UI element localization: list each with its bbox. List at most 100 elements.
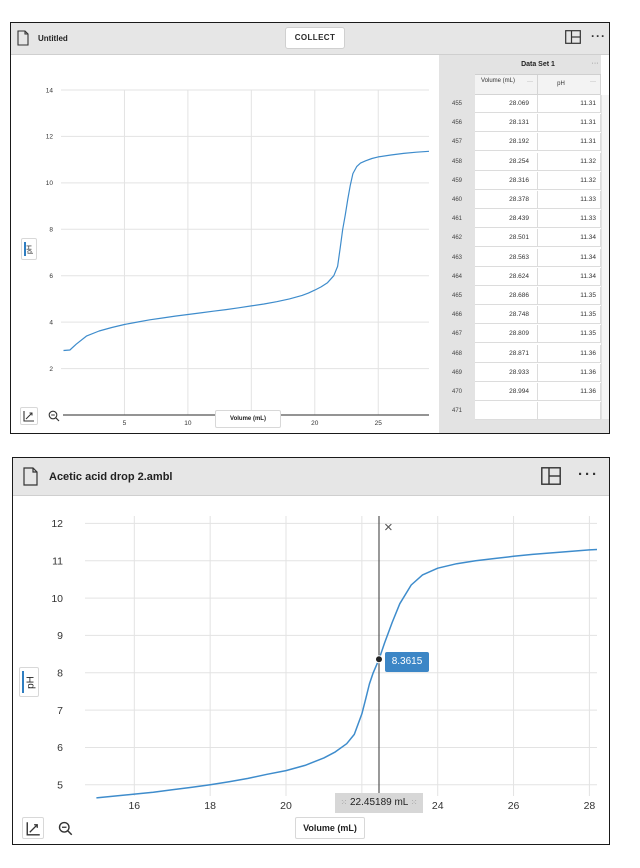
x-tick-label: 24 <box>432 800 444 812</box>
data-series-line <box>96 548 598 799</box>
table-row[interactable]: 455 28.069 11.31 <box>439 95 601 113</box>
more-icon[interactable]: ··· <box>578 466 599 483</box>
drag-handle-icon[interactable]: ⁙ <box>410 798 418 807</box>
data-set-header[interactable]: Data Set 1 <box>475 55 601 75</box>
row-index: 462 <box>451 235 462 242</box>
ph-volume-chart[interactable]: 02468101214510152025 <box>11 55 439 434</box>
ph-cell[interactable]: 11.36 <box>538 344 601 363</box>
x-axis-label-button[interactable]: Volume (mL) <box>295 817 365 839</box>
file-icon[interactable] <box>23 467 38 486</box>
column-header-ph[interactable]: pH ··· <box>538 75 601 95</box>
cursor-x-readout[interactable]: ⁙ 22.45189 mL ⁙ <box>335 793 423 813</box>
ph-cell[interactable]: 11.33 <box>538 191 601 209</box>
row-index: 458 <box>451 158 462 165</box>
volume-cell[interactable]: 28.501 <box>475 229 538 248</box>
collect-button[interactable]: COLLECT <box>285 27 345 49</box>
y-axis-label: pH <box>25 676 37 689</box>
table-row[interactable]: 471 <box>439 402 601 421</box>
ph-cell[interactable]: 11.34 <box>538 267 601 286</box>
row-index: 461 <box>451 216 462 223</box>
ph-cell[interactable]: 11.33 <box>538 210 601 229</box>
volume-cell[interactable] <box>475 402 538 421</box>
volume-cell[interactable]: 28.069 <box>475 95 538 113</box>
volume-cell[interactable]: 28.254 <box>475 152 538 171</box>
table-row[interactable]: 463 28.563 11.34 <box>439 248 601 267</box>
ph-cell[interactable]: 11.36 <box>538 383 601 401</box>
document-title[interactable]: Untitled <box>38 34 68 43</box>
y-axis-label-button[interactable]: pH <box>21 238 37 260</box>
table-row[interactable]: 456 28.131 11.31 <box>439 114 601 133</box>
volume-cell[interactable]: 28.192 <box>475 133 538 152</box>
document-title[interactable]: Acetic acid drop 2.ambl <box>49 471 173 483</box>
ph-cell[interactable]: 11.31 <box>538 133 601 152</box>
volume-cell[interactable]: 28.748 <box>475 306 538 325</box>
y-tick-label: 8 <box>57 667 63 679</box>
file-icon[interactable] <box>17 30 29 46</box>
table-row[interactable]: 457 28.192 11.31 <box>439 133 601 152</box>
table-row[interactable]: 461 28.439 11.33 <box>439 210 601 229</box>
layout-icon[interactable] <box>541 467 561 485</box>
volume-cell[interactable]: 28.439 <box>475 210 538 229</box>
y-tick-label: 10 <box>46 180 54 187</box>
volume-cell[interactable]: 28.871 <box>475 344 538 363</box>
close-icon[interactable]: × <box>384 519 393 536</box>
layout-icon[interactable] <box>565 30 581 44</box>
y-tick-label: 2 <box>49 366 53 373</box>
row-index: 463 <box>451 254 462 261</box>
volume-cell[interactable]: 28.933 <box>475 363 538 382</box>
ph-cell[interactable]: 11.35 <box>538 325 601 344</box>
table-row[interactable]: 459 28.316 11.32 <box>439 171 601 190</box>
zoom-icon <box>58 821 72 835</box>
table-scrollbar[interactable] <box>601 95 609 419</box>
column-header-volume[interactable]: Volume (mL) ··· <box>475 75 538 95</box>
table-row[interactable]: 467 28.809 11.35 <box>439 325 601 344</box>
table-row[interactable]: 464 28.624 11.34 <box>439 267 601 286</box>
row-index: 459 <box>451 177 462 184</box>
row-index: 456 <box>451 120 462 127</box>
ph-cell[interactable]: 11.32 <box>538 171 601 190</box>
x-axis-label-button[interactable]: Volume (mL) <box>215 410 281 428</box>
row-index: 457 <box>451 139 462 146</box>
more-icon[interactable]: ··· <box>591 29 606 43</box>
ph-cell[interactable]: 11.32 <box>538 152 601 171</box>
graph-area[interactable]: 02468101214510152025 pH Volume (mL) <box>11 55 439 434</box>
ph-cell[interactable]: 11.34 <box>538 229 601 248</box>
column-more-icon[interactable]: ··· <box>590 79 596 85</box>
volume-cell[interactable]: 28.809 <box>475 325 538 344</box>
ph-cell[interactable]: 11.31 <box>538 95 601 113</box>
zoom-button[interactable] <box>45 407 63 425</box>
table-row[interactable]: 460 28.378 11.33 <box>439 191 601 209</box>
autoscale-button[interactable] <box>22 817 44 839</box>
data-table[interactable]: Data Set 1 ··· Volume (mL) ··· pH ··· 45… <box>439 55 609 433</box>
data-set-more-icon[interactable]: ··· <box>591 60 599 67</box>
x-tick-label: 10 <box>184 420 192 427</box>
table-row[interactable]: 465 28.686 11.35 <box>439 287 601 305</box>
volume-cell[interactable]: 28.994 <box>475 383 538 401</box>
drag-handle-icon[interactable]: ⁙ <box>340 798 348 807</box>
volume-cell[interactable]: 28.563 <box>475 248 538 267</box>
y-axis-label-button[interactable]: pH <box>19 667 39 697</box>
volume-cell[interactable]: 28.624 <box>475 267 538 286</box>
table-row[interactable]: 458 28.254 11.32 <box>439 152 601 171</box>
table-row[interactable]: 466 28.748 11.35 <box>439 306 601 325</box>
ph-cell[interactable]: 11.35 <box>538 306 601 325</box>
table-row[interactable]: 469 28.933 11.36 <box>439 363 601 382</box>
table-row[interactable]: 468 28.871 11.36 <box>439 344 601 363</box>
autoscale-button[interactable] <box>20 407 38 425</box>
ph-cell[interactable] <box>538 402 601 421</box>
volume-cell[interactable]: 28.686 <box>475 287 538 305</box>
ph-cell[interactable]: 11.35 <box>538 287 601 305</box>
ph-cell[interactable]: 11.36 <box>538 363 601 382</box>
table-row[interactable]: 470 28.994 11.36 <box>439 383 601 401</box>
zoom-button[interactable] <box>54 817 76 839</box>
ph-volume-chart-zoomed[interactable]: 5678910111216182022242628 <box>13 496 610 845</box>
x-tick-label: 20 <box>280 800 292 812</box>
volume-cell[interactable]: 28.316 <box>475 171 538 190</box>
ph-cell[interactable]: 11.34 <box>538 248 601 267</box>
column-more-icon[interactable]: ··· <box>527 79 533 85</box>
ph-cell[interactable]: 11.31 <box>538 114 601 133</box>
graph-area[interactable]: 5678910111216182022242628 × 8.3615 ⁙ 22.… <box>13 496 610 845</box>
volume-cell[interactable]: 28.378 <box>475 191 538 209</box>
volume-cell[interactable]: 28.131 <box>475 114 538 133</box>
table-row[interactable]: 462 28.501 11.34 <box>439 229 601 248</box>
